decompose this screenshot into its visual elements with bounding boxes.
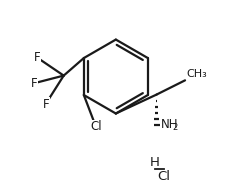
Text: H: H bbox=[149, 156, 159, 169]
Text: Cl: Cl bbox=[90, 120, 101, 133]
Text: F: F bbox=[31, 77, 37, 90]
Text: Cl: Cl bbox=[157, 170, 170, 183]
Text: F: F bbox=[42, 98, 49, 111]
Text: F: F bbox=[34, 51, 40, 64]
Text: NH: NH bbox=[161, 118, 178, 131]
Text: CH₃: CH₃ bbox=[185, 69, 206, 79]
Text: 2: 2 bbox=[172, 123, 177, 132]
